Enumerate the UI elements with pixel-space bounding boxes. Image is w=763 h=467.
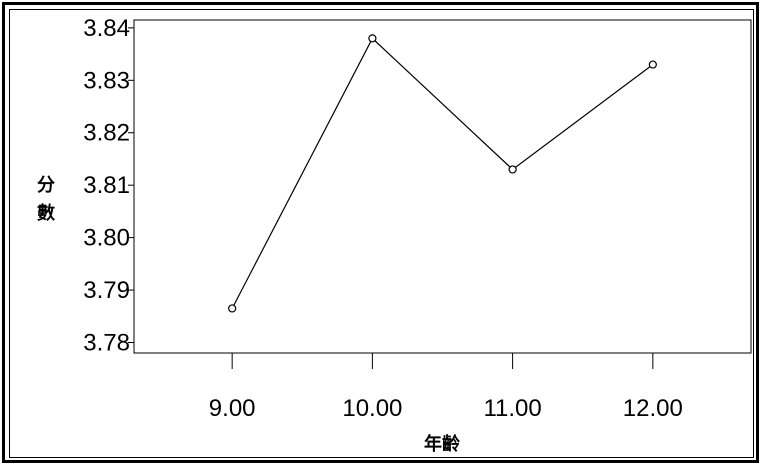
data-points — [228, 34, 657, 313]
x-tick-label: 11.00 — [483, 395, 541, 422]
inner-frame — [9, 9, 754, 458]
y-axis-title-char-1: 分 — [37, 175, 55, 196]
x-axis: 9.00 10.00 11.00 12.00 — [209, 353, 683, 422]
x-tick-label: 12.00 — [623, 395, 683, 422]
y-tick-label: 3.82 — [83, 120, 130, 147]
data-point — [648, 60, 657, 69]
y-axis: 3.78 3.79 3.80 3.81 3.82 3.83 3.84 — [83, 15, 134, 357]
y-tick-label: 3.78 — [83, 330, 130, 357]
data-point — [508, 165, 517, 174]
x-tick-label: 9.00 — [209, 395, 256, 422]
y-tick-label: 3.81 — [83, 172, 130, 199]
y-tick-label: 3.83 — [83, 67, 130, 94]
plot-area — [133, 19, 752, 354]
x-tick-label: 10.00 — [342, 395, 402, 422]
data-point — [228, 304, 237, 313]
y-tick-label: 3.79 — [83, 277, 130, 304]
y-tick-label: 3.84 — [83, 15, 130, 42]
x-axis-title: 年齡 — [424, 433, 460, 455]
y-tick-label: 3.80 — [83, 225, 130, 252]
y-axis-title-char-2: 數 — [37, 203, 55, 224]
series-line — [231, 37, 654, 309]
data-point — [368, 34, 377, 43]
